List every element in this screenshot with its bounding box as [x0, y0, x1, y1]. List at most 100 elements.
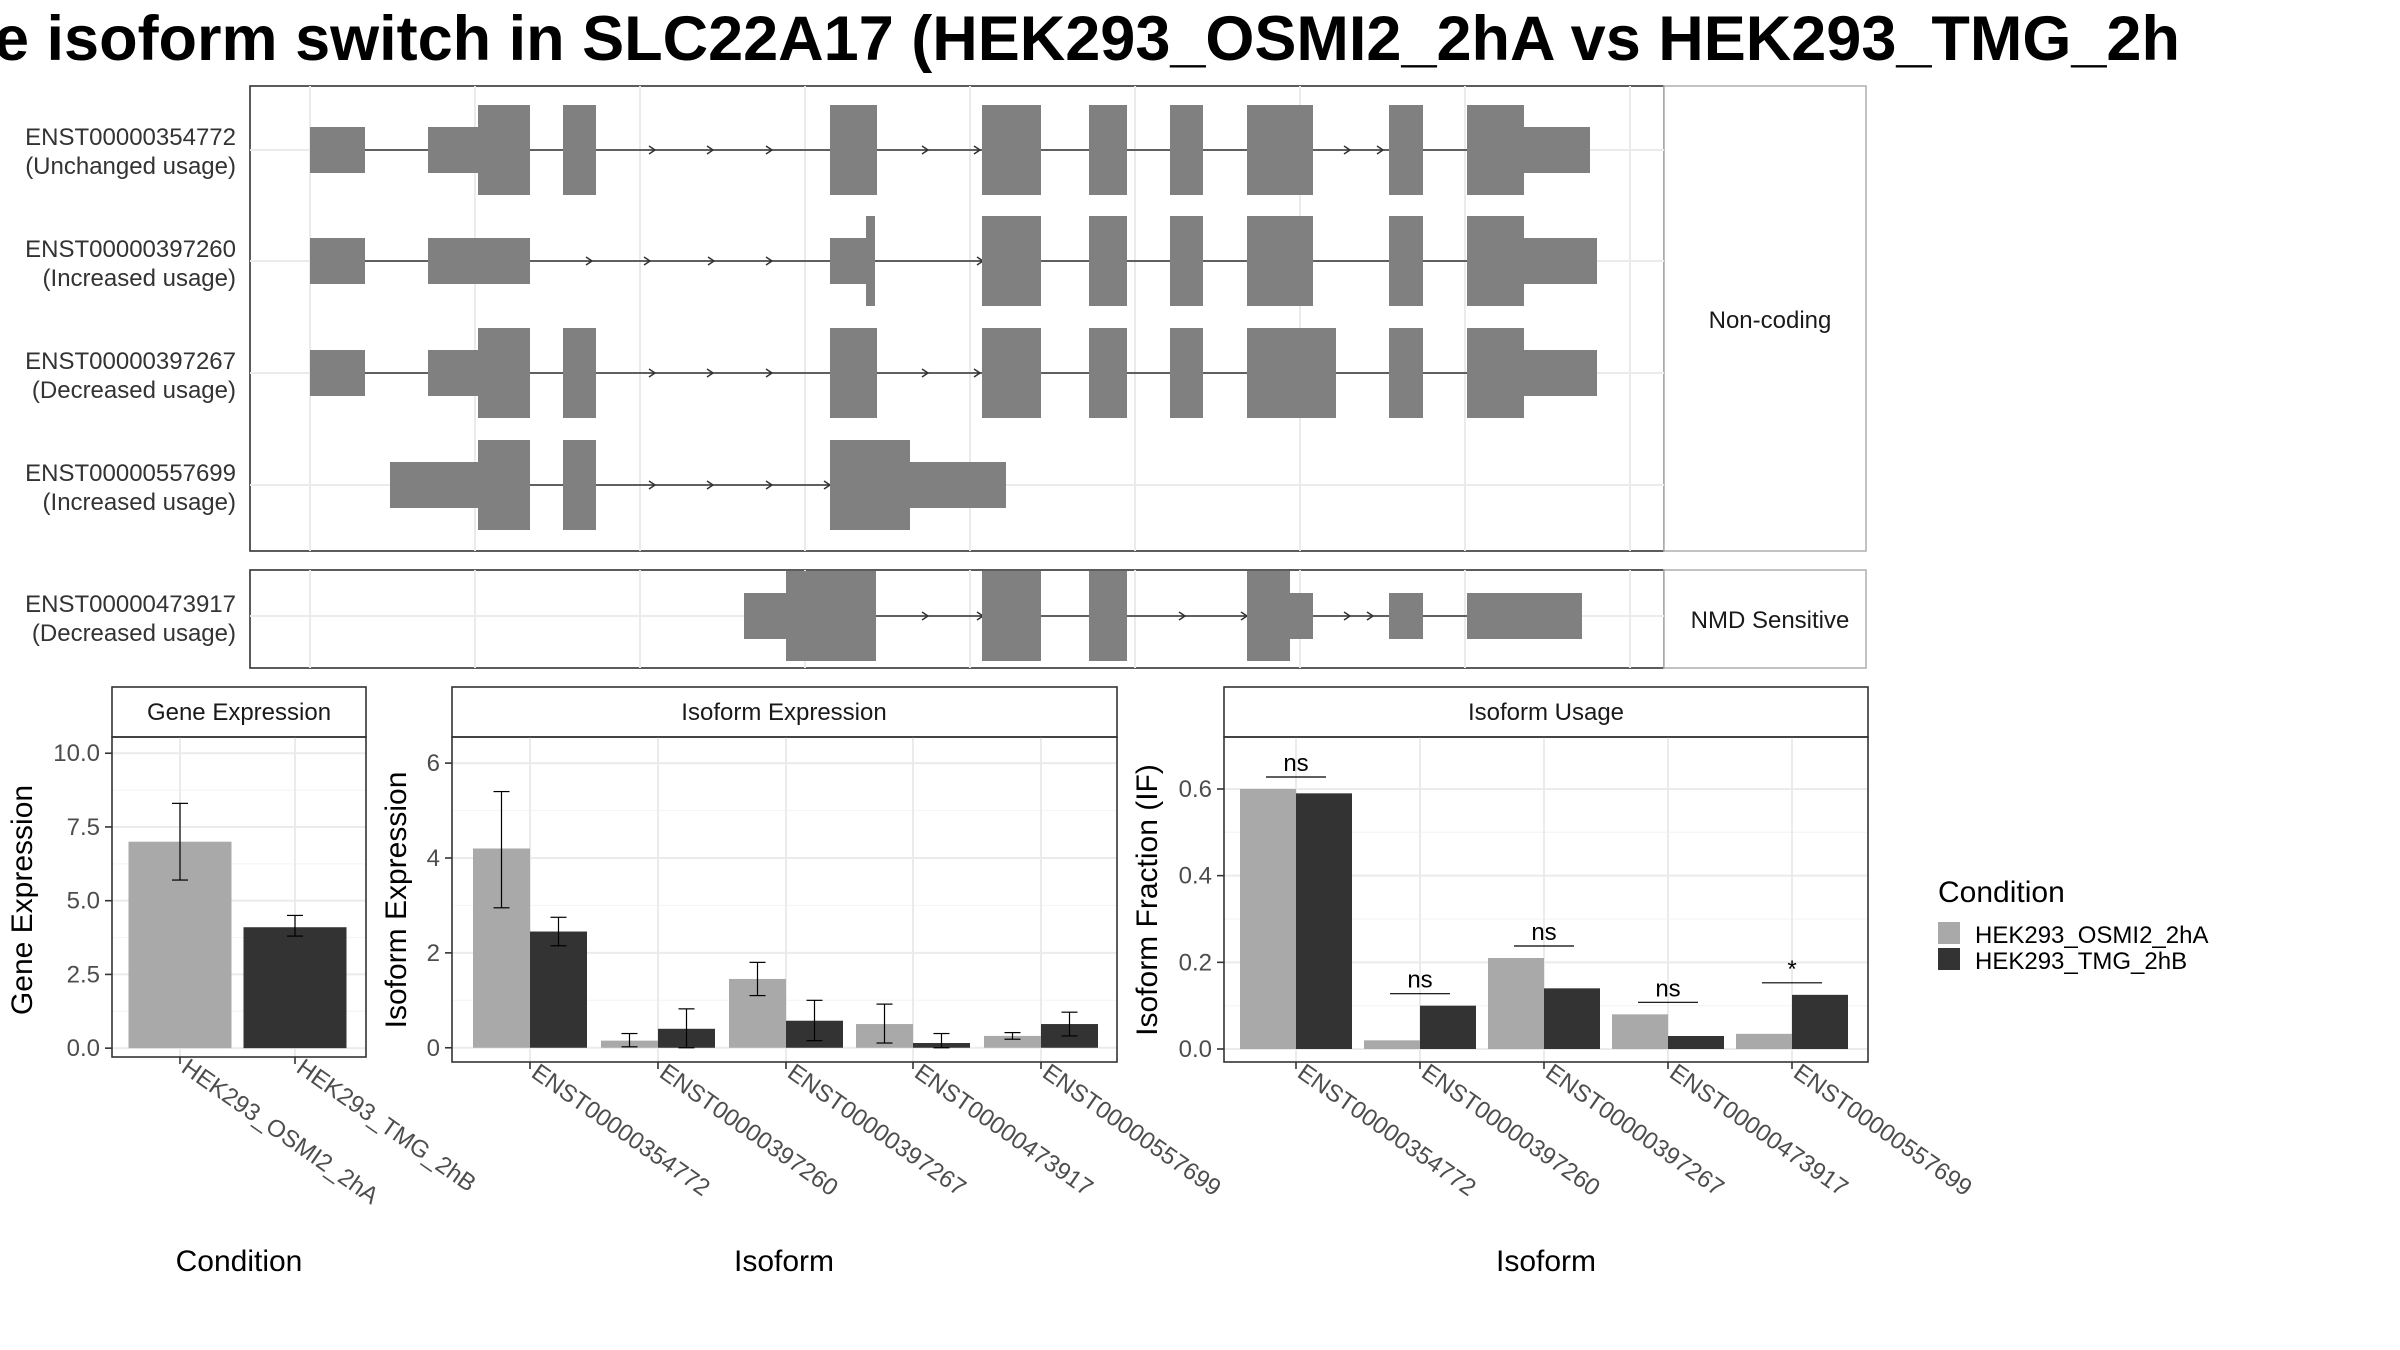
intron-direction-arrow — [1376, 145, 1385, 155]
transcript-id-label: ENST00000397260 — [25, 236, 236, 263]
intron-direction-arrow — [648, 368, 657, 378]
exon-utr-block — [1524, 350, 1597, 396]
isoform-expression-strip — [451, 686, 1118, 738]
intron-direction-arrow — [765, 368, 774, 378]
y-tick-label: 2.5 — [67, 961, 100, 988]
exon-coding-block — [1247, 328, 1336, 418]
transcript-id-label: ENST00000557699 — [25, 460, 236, 487]
exon-coding-block — [982, 571, 1041, 661]
y-tick-label: 6 — [427, 750, 440, 777]
isoform-usage-significance: ns ns ns ns * — [1266, 750, 1822, 1003]
intron-direction-arrow — [706, 368, 715, 378]
exon-coding-block — [830, 105, 877, 195]
exon-coding-block — [866, 216, 875, 306]
exon-coding-block — [1389, 105, 1423, 195]
transcript-usage-label: (Decreased usage) — [32, 620, 236, 647]
intron-direction-arrow — [765, 145, 774, 155]
exon-utr-block — [310, 238, 365, 284]
exon-coding-block — [1467, 216, 1524, 306]
isoform-usage-strip — [1223, 686, 1869, 738]
isoform-expression-strip-title: Isoform Expression — [681, 699, 886, 726]
exon-coding-block — [786, 571, 876, 661]
isoform-expression-y-title: Isoform Expression — [380, 772, 413, 1029]
exon-utr-block — [428, 127, 478, 173]
x-tick-label: HEK293_OSMI2_2hA — [177, 1054, 384, 1210]
exon-utr-block — [744, 593, 786, 639]
significance-label: ns — [1283, 750, 1308, 777]
transcript-usage-label: (Unchanged usage) — [25, 153, 236, 180]
intron-direction-arrow — [765, 480, 774, 490]
intron-direction-arrow — [706, 480, 715, 490]
transcript-usage-label: (Decreased usage) — [32, 377, 236, 404]
intron-direction-arrow — [706, 145, 715, 155]
legend-label-b: HEK293_TMG_2hB — [1975, 948, 2187, 975]
intron-direction-arrow — [1343, 611, 1352, 621]
gene-expression-bars — [128, 841, 347, 1049]
exon-utr-block — [428, 350, 478, 396]
legend-swatch-a — [1938, 922, 1960, 944]
y-tick-label: 0.6 — [1179, 776, 1212, 803]
y-tick-label: 10.0 — [53, 740, 100, 767]
isoform-expression-x-axis: ENST00000354772ENST00000397260ENST000003… — [527, 1059, 1226, 1202]
isoform-usage-bar — [1488, 958, 1544, 1049]
exon-coding-block — [982, 328, 1041, 418]
intron-direction-arrow — [648, 480, 657, 490]
y-tick-label: 0 — [427, 1035, 440, 1062]
transcript-usage-label: (Increased usage) — [43, 265, 236, 292]
y-tick-label: 0.0 — [67, 1035, 100, 1062]
exon-utr-block — [1524, 238, 1597, 284]
significance-label: ns — [1531, 919, 1556, 946]
exon-coding-block — [1170, 328, 1203, 418]
exon-coding-block — [1089, 105, 1127, 195]
y-tick-label: 2 — [427, 940, 440, 967]
y-tick-label: 5.0 — [67, 888, 100, 915]
intron-direction-arrow — [921, 611, 930, 621]
figure-title: e isoform switch in SLC22A17 (HEK293_OSM… — [0, 4, 2180, 74]
legend-label-a: HEK293_OSMI2_2hA — [1975, 922, 2208, 949]
exon-utr-block — [428, 238, 530, 284]
intron-direction-arrow — [648, 145, 657, 155]
exon-coding-block — [1089, 571, 1127, 661]
intron-direction-arrow — [1178, 611, 1187, 621]
legend-title: Condition — [1938, 876, 2065, 909]
isoform-usage-bar — [1736, 1033, 1792, 1049]
isoform-expression-bar — [530, 931, 587, 1048]
transcript-id-label: ENST00000397267 — [25, 348, 236, 375]
intron-direction-arrow — [973, 368, 982, 378]
isoform-usage-y-title: Isoform Fraction (IF) — [1131, 764, 1164, 1036]
gene-expression-error-bars — [172, 802, 303, 937]
y-tick-label: 0.2 — [1179, 949, 1212, 976]
exon-coding-block — [563, 440, 596, 530]
isoform-usage-bar — [1792, 994, 1848, 1049]
isoform-usage-x-axis: ENST00000354772ENST00000397260ENST000003… — [1293, 1059, 1977, 1202]
exon-coding-block — [1089, 328, 1127, 418]
y-tick-label: 0.0 — [1179, 1036, 1212, 1063]
significance-label: ns — [1655, 975, 1680, 1002]
isoform-expression-plot-area — [451, 736, 1118, 1063]
structure-plot-area-nmd — [249, 569, 1665, 669]
legend-swatch-b — [1938, 948, 1960, 970]
structure-strip-noncoding — [1663, 85, 1867, 552]
isoform-usage-bars — [1240, 789, 1848, 1049]
isoform-expression-x-title: Isoform — [734, 1245, 834, 1278]
isoform-expression-y-axis: 0 2 4 6 — [427, 750, 452, 1062]
exon-coding-block — [563, 105, 596, 195]
intron-direction-arrow — [765, 256, 774, 266]
isoform-expression-panel: Isoform Expression 0 2 4 6 ENST00000354772E… — [380, 686, 1226, 1278]
exon-coding-block — [1467, 328, 1524, 418]
exon-utr-block — [310, 350, 365, 396]
isoform-usage-bar — [1240, 789, 1296, 1049]
exon-coding-block — [1247, 105, 1313, 195]
exon-coding-block — [1389, 216, 1423, 306]
transcript-id-label: ENST00000473917 — [25, 591, 236, 618]
isoform-usage-bar — [1296, 793, 1352, 1049]
exon-utr-block — [310, 127, 365, 173]
exon-coding-block — [830, 440, 910, 530]
intron-direction-arrow — [921, 368, 930, 378]
legend: Condition HEK293_OSMI2_2hA HEK293_TMG_2h… — [1938, 876, 2208, 975]
facet-label-nmd: NMD Sensitive — [1691, 607, 1850, 634]
exon-coding-block — [478, 105, 530, 195]
exon-coding-block — [830, 328, 877, 418]
exon-coding-block — [478, 440, 530, 530]
